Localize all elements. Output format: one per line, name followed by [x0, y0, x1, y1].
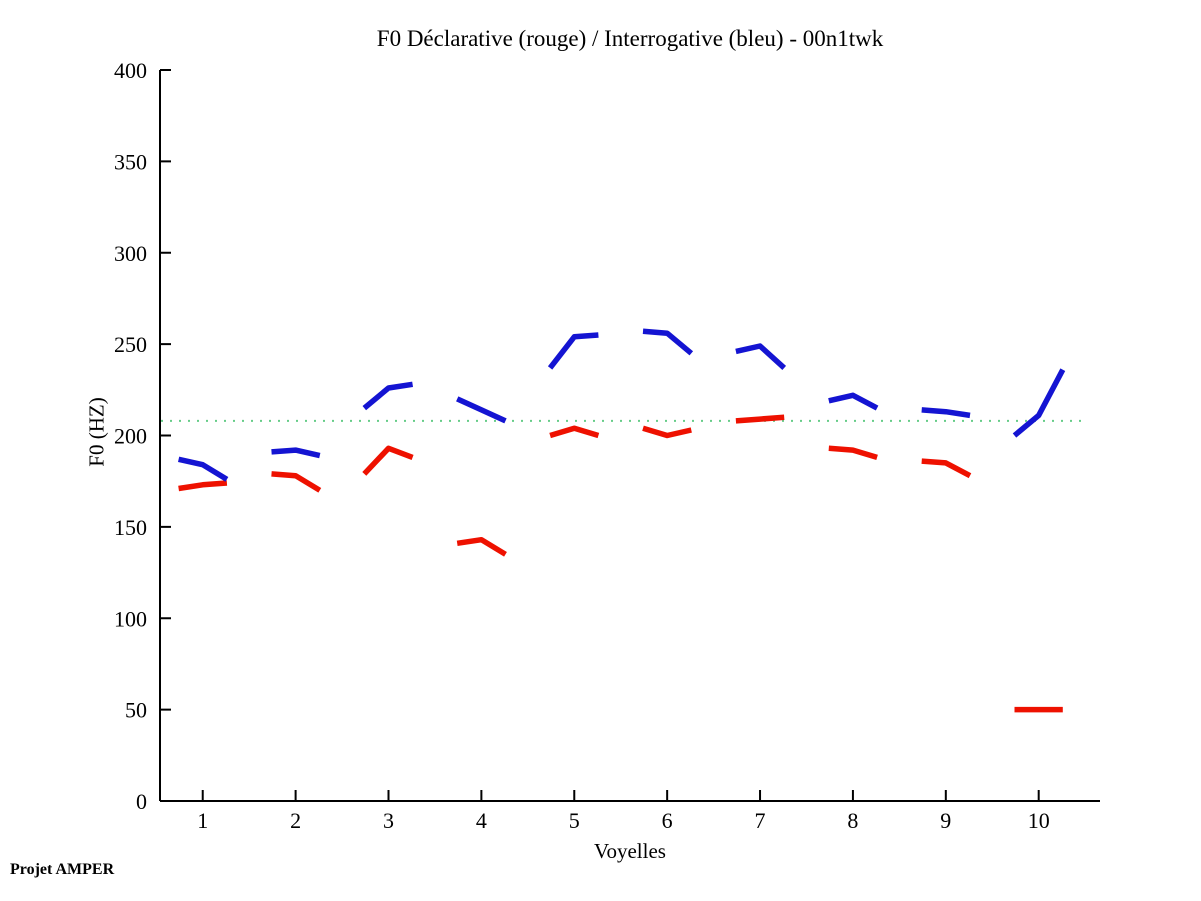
y-tick-label: 150 [114, 515, 147, 540]
y-tick-label: 250 [114, 332, 147, 357]
x-tick-label: 8 [847, 808, 858, 833]
segment-declarative-v1 [178, 480, 228, 492]
segment-interrogative-v3 [362, 381, 414, 411]
segment-declarative-v3 [362, 445, 414, 476]
x-tick-label: 3 [383, 808, 394, 833]
x-tick-label: 5 [569, 808, 580, 833]
x-tick-label: 2 [290, 808, 301, 833]
segment-interrogative-v2 [271, 447, 321, 459]
segment-interrogative-v4 [456, 396, 507, 424]
y-tick-label: 400 [114, 58, 147, 83]
y-tick-label: 200 [114, 424, 147, 449]
segment-declarative-v4 [456, 536, 507, 557]
segment-declarative-v8 [828, 445, 878, 461]
x-axis-label: Voyelles [594, 839, 666, 863]
segment-interrogative-v9 [921, 407, 971, 419]
x-tick-label: 4 [476, 808, 487, 833]
y-tick-label: 0 [136, 789, 147, 814]
segment-interrogative-v8 [828, 392, 879, 411]
x-tick-label: 10 [1028, 808, 1050, 833]
segment-declarative-v5 [549, 425, 600, 439]
project-watermark: Projet AMPER [10, 861, 115, 878]
y-tick-label: 350 [114, 149, 147, 174]
y-tick-label: 100 [114, 606, 147, 631]
x-tick-label: 1 [197, 808, 208, 833]
x-tick-label: 6 [662, 808, 673, 833]
segment-interrogative-v5 [547, 332, 599, 370]
y-tick-label: 300 [114, 241, 147, 266]
y-tick-label: 50 [125, 698, 147, 723]
segment-interrogative-v1 [177, 456, 229, 482]
segment-interrogative-v6 [642, 328, 694, 356]
segment-declarative-v7 [735, 414, 785, 424]
x-tick-label: 7 [755, 808, 766, 833]
chart-title: F0 Déclarative (rouge) / Interrogative (… [376, 26, 884, 51]
segment-declarative-v2 [271, 471, 322, 493]
segment-declarative-v9 [921, 458, 972, 479]
segment-interrogative-v7 [735, 343, 787, 370]
segment-interrogative-v10 [1012, 368, 1066, 438]
segment-declarative-v6 [642, 425, 692, 439]
x-tick-label: 9 [940, 808, 951, 833]
